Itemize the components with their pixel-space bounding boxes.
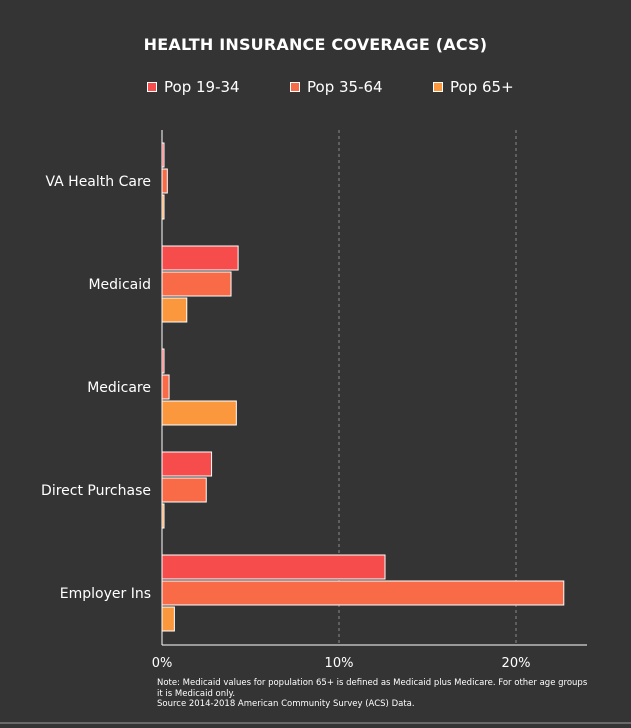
bar-medicare-pop-65-plus — [161, 400, 237, 426]
legend: Pop 19-34 Pop 35-64 Pop 65+ — [0, 78, 631, 98]
category-label-medicaid: Medicaid — [88, 277, 151, 293]
category-label-employer-ins: Employer Ins — [60, 586, 151, 602]
bar-employer-ins-pop-35-64 — [161, 580, 565, 606]
x-tick-label-20: 20% — [502, 656, 531, 671]
x-tick-label-10: 10% — [325, 656, 354, 671]
note-line-1: Note: Medicaid values for population 65+… — [157, 678, 588, 688]
legend-item-pop-19-34[interactable]: Pop 19-34 — [147, 78, 240, 96]
chart-note: Note: Medicaid values for population 65+… — [157, 678, 607, 710]
legend-swatch-pop-35-64 — [290, 82, 300, 92]
legend-label-pop-19-34: Pop 19-34 — [164, 78, 240, 96]
chart-title: HEALTH INSURANCE COVERAGE (ACS) — [143, 35, 488, 54]
legend-label-pop-35-64: Pop 35-64 — [307, 78, 383, 96]
legend-item-pop-35-64[interactable]: Pop 35-64 — [290, 78, 383, 96]
category-label-direct-purchase: Direct Purchase — [41, 483, 151, 499]
category-label-medicare: Medicare — [87, 380, 151, 396]
category-label-va-health-care: VA Health Care — [45, 174, 151, 190]
bottom-divider — [0, 722, 631, 724]
bar-medicaid-pop-65-plus — [161, 297, 188, 323]
bar-direct-purchase-pop-35-64 — [161, 477, 207, 503]
bar-medicaid-pop-35-64 — [161, 271, 232, 297]
legend-swatch-pop-65-plus — [433, 82, 443, 92]
x-tick-label-0: 0% — [152, 656, 173, 671]
bar-direct-purchase-pop-19-34 — [161, 451, 213, 477]
legend-label-pop-65-plus: Pop 65+ — [450, 78, 514, 96]
bar-medicaid-pop-19-34 — [161, 245, 239, 271]
note-line-3: Source 2014-2018 American Community Surv… — [157, 699, 415, 709]
bar-employer-ins-pop-19-34 — [161, 554, 386, 580]
note-line-2: it is Medicaid only. — [157, 688, 236, 699]
legend-item-pop-65-plus[interactable]: Pop 65+ — [433, 78, 514, 96]
bar-employer-ins-pop-65-plus — [161, 606, 175, 632]
legend-swatch-pop-19-34 — [147, 82, 157, 92]
bar-medicare-pop-35-64 — [161, 374, 170, 400]
bar-va-health-care-pop-35-64 — [161, 168, 168, 194]
